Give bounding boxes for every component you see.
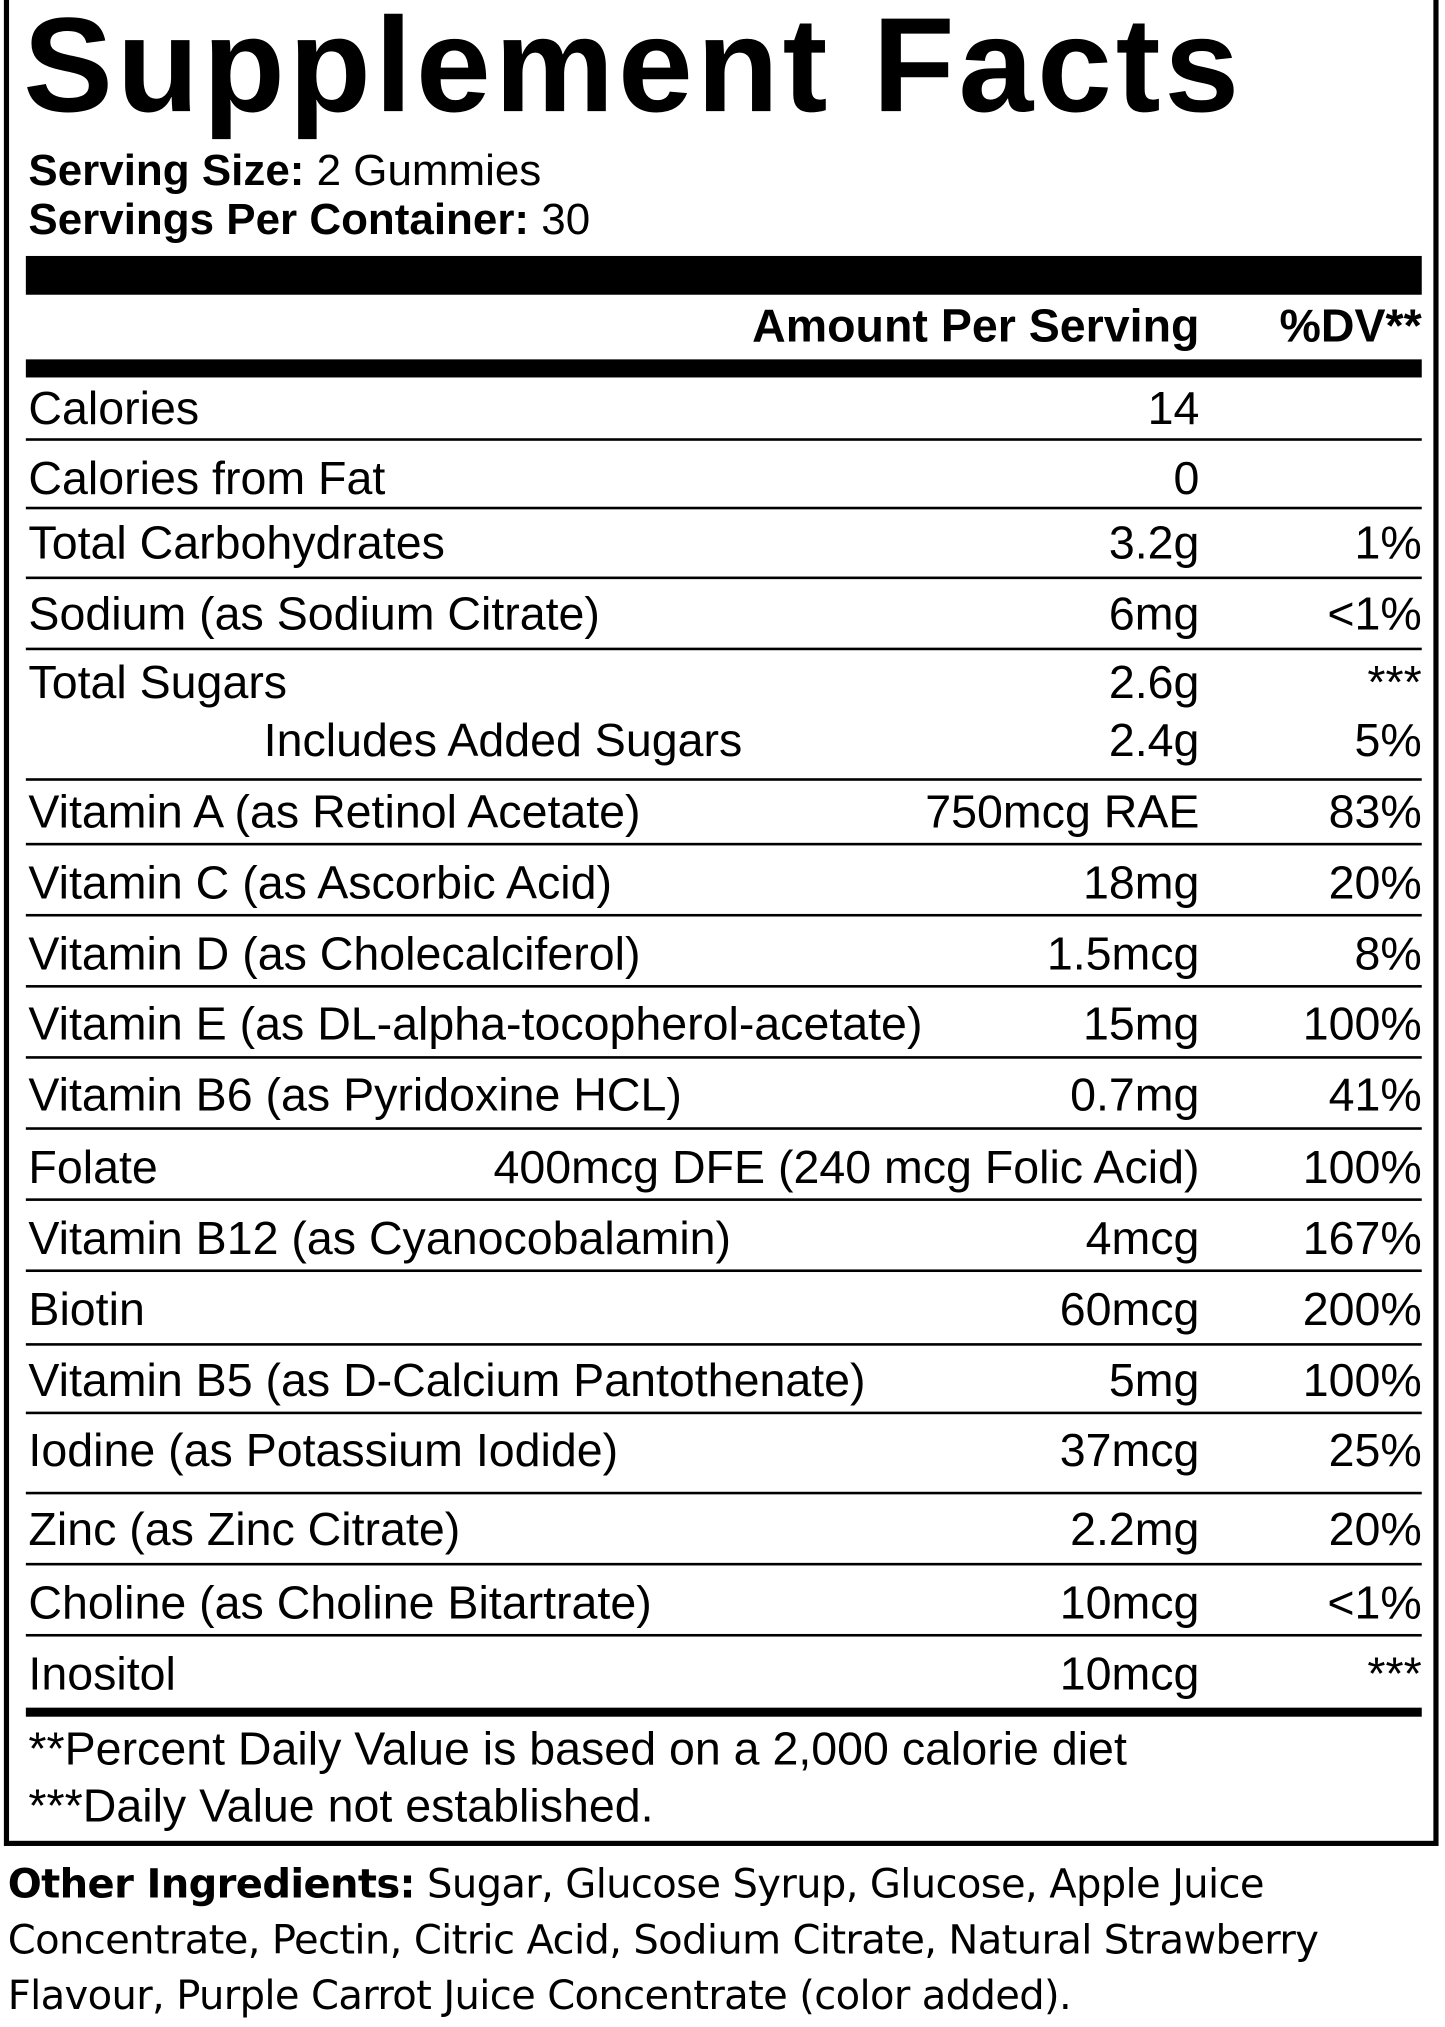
daily-value: 20% <box>1328 1502 1422 1556</box>
nutrient-name: Vitamin E (as DL-alpha-tocopherol-acetat… <box>28 996 923 1050</box>
daily-value: 83% <box>1328 784 1422 838</box>
nutrient-name: Choline (as Choline Bitartrate) <box>28 1575 652 1629</box>
nutrient-name: Vitamin B12 (as Cyanocobalamin) <box>28 1211 732 1265</box>
row-divider <box>25 1411 1422 1415</box>
amount: 2.4g <box>1108 713 1200 767</box>
amount: 15mg <box>1083 996 1200 1050</box>
daily-value: <1% <box>1327 586 1422 640</box>
amount: 2.2mg <box>1070 1502 1200 1556</box>
nutrient-name: Vitamin A (as Retinol Acetate) <box>28 784 641 838</box>
amount: 5mg <box>1108 1353 1200 1407</box>
daily-value: 200% <box>1302 1282 1422 1336</box>
nutrient-name: Biotin <box>28 1282 145 1336</box>
row-divider <box>25 506 1422 510</box>
amount-header: Amount Per Serving <box>752 298 1200 352</box>
amount: 4mcg <box>1085 1211 1200 1265</box>
value: 2 Gummies <box>316 146 542 196</box>
daily-value: 100% <box>1302 1140 1422 1194</box>
nutrient-name: Vitamin C (as Ascorbic Acid) <box>28 855 612 909</box>
nutrient-name: Vitamin B5 (as D-Calcium Pantothenate) <box>28 1353 866 1407</box>
amount: 0.7mg <box>1070 1067 1200 1121</box>
daily-value: *** <box>1367 655 1422 709</box>
title: Supplement Facts <box>23 0 1244 141</box>
row-divider <box>25 778 1422 781</box>
serving-size: Serving Size: 2 Gummies <box>28 145 541 197</box>
daily-value: 5% <box>1354 713 1422 767</box>
nutrient-name: Calories from Fat <box>28 451 386 505</box>
amount: 6mg <box>1108 586 1200 640</box>
daily-value: *** <box>1367 1646 1422 1700</box>
row-divider <box>25 438 1422 441</box>
nutrient-name: Vitamin B6 (as Pyridoxine HCL) <box>28 1067 682 1121</box>
nutrient-name: Inositol <box>28 1646 176 1700</box>
daily-value: 20% <box>1328 855 1422 909</box>
daily-value: 41% <box>1328 1067 1422 1121</box>
label: Other Ingredients: <box>7 1861 416 1909</box>
label: Servings Per Container: <box>28 195 530 245</box>
nutrient-name: Calories <box>28 381 200 435</box>
amount: 60mcg <box>1059 1282 1200 1336</box>
amount: 18mg <box>1083 855 1200 909</box>
amount: 37mcg <box>1059 1423 1200 1477</box>
daily-value: <1% <box>1327 1575 1422 1629</box>
nutrient-name: Folate <box>28 1140 158 1194</box>
label: Serving Size: <box>28 146 305 196</box>
divider <box>25 255 1422 295</box>
row-divider <box>25 1056 1422 1059</box>
daily-value: 167% <box>1302 1211 1422 1265</box>
amount: 750mcg RAE <box>925 784 1200 838</box>
nutrient-name: Vitamin D (as Cholecalciferol) <box>28 926 641 980</box>
dv-header: %DV** <box>1279 298 1422 352</box>
amount: 14 <box>1147 381 1200 435</box>
row-divider <box>25 985 1422 988</box>
footnote: **Percent Daily Value is based on a 2,00… <box>28 1721 1127 1775</box>
amount: 0 <box>1173 451 1200 505</box>
nutrient-name: Includes Added Sugars <box>263 713 743 767</box>
nutrient-name: Zinc (as Zinc Citrate) <box>28 1502 461 1556</box>
amount: 1.5mcg <box>1046 926 1200 980</box>
amount: 10mcg <box>1059 1575 1200 1629</box>
row-divider <box>25 1491 1422 1495</box>
row-divider <box>25 1633 1422 1637</box>
nutrient-name: Total Carbohydrates <box>28 515 445 569</box>
daily-value: 25% <box>1328 1423 1422 1477</box>
nutrient-name: Iodine (as Potassium Iodide) <box>28 1423 619 1477</box>
nutrient-name: Sodium (as Sodium Citrate) <box>28 586 600 640</box>
daily-value: 8% <box>1354 926 1422 980</box>
value: 30 <box>541 195 591 245</box>
amount: 10mcg <box>1059 1646 1200 1700</box>
amount: 400mcg DFE (240 mcg Folic Acid) <box>493 1140 1200 1194</box>
daily-value: 1% <box>1354 515 1422 569</box>
label-border <box>3 0 1439 1846</box>
other-ingredients: Other Ingredients: Sugar, Glucose Syrup,… <box>8 1858 1443 2025</box>
row-divider <box>25 842 1422 846</box>
row-divider <box>25 1127 1422 1130</box>
row-divider <box>25 1343 1422 1346</box>
amount: 3.2g <box>1108 515 1200 569</box>
row-divider <box>25 647 1422 651</box>
row-divider <box>25 1562 1422 1566</box>
daily-value: 100% <box>1302 996 1422 1050</box>
divider <box>25 1707 1422 1717</box>
divider <box>25 359 1422 378</box>
row-divider <box>25 913 1422 917</box>
text: Sugar, Glucose Syrup, Glucose, Apple Jui… <box>7 1861 1319 2020</box>
servings-per-container: Servings Per Container: 30 <box>28 194 590 246</box>
row-divider <box>25 1269 1422 1273</box>
daily-value: 100% <box>1302 1353 1422 1407</box>
amount: 2.6g <box>1108 655 1200 709</box>
nutrient-name: Total Sugars <box>28 655 288 709</box>
row-divider <box>25 576 1422 580</box>
row-divider <box>25 1198 1422 1201</box>
footnote: ***Daily Value not established. <box>28 1778 654 1832</box>
